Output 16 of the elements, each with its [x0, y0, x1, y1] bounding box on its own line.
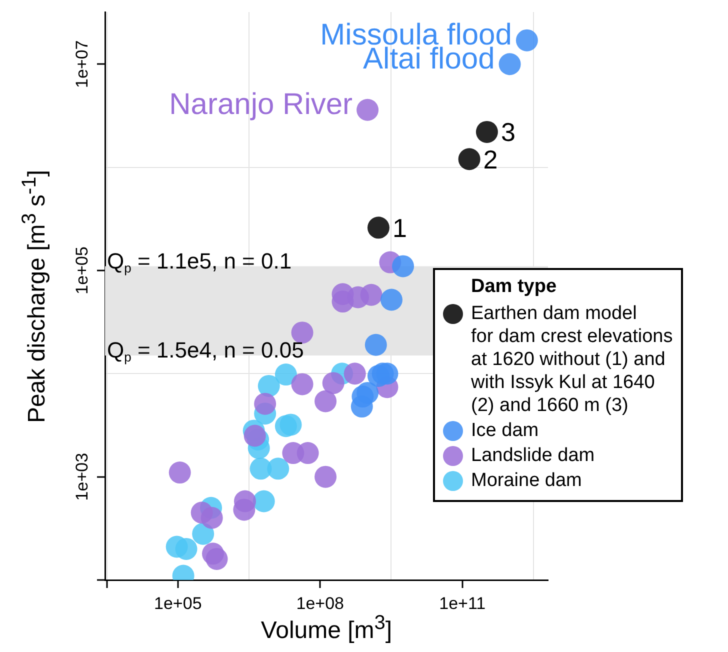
y-tick-label: 1e+03: [72, 452, 92, 501]
x-tick-label: 1e+05: [154, 594, 202, 613]
legend-label: Landslide dam: [471, 444, 595, 467]
x-axis-title: Volume [m$^{3}$]: [260, 612, 394, 645]
y-tick-label: 1e+07: [72, 40, 92, 88]
x-tick-label: 1e+11: [439, 594, 486, 613]
legend-label: Moraine dam: [471, 469, 582, 492]
annotation: 2: [483, 144, 498, 174]
x-tick-label: 1e+08: [296, 594, 344, 613]
annotation: Naranjo River: [169, 88, 353, 122]
legend-label: Ice dam: [471, 419, 539, 442]
annotation: 1: [392, 212, 407, 243]
legend-title: Dam type: [471, 276, 558, 298]
legend-label: Earthen dam model for dam crest elevations at 1620 without (1) and with Issyk Kul at 1640 (2) and 1660 m (3): [471, 302, 673, 417]
annotation: 3: [500, 117, 516, 148]
y-tick-label: 1e+05: [72, 246, 92, 294]
